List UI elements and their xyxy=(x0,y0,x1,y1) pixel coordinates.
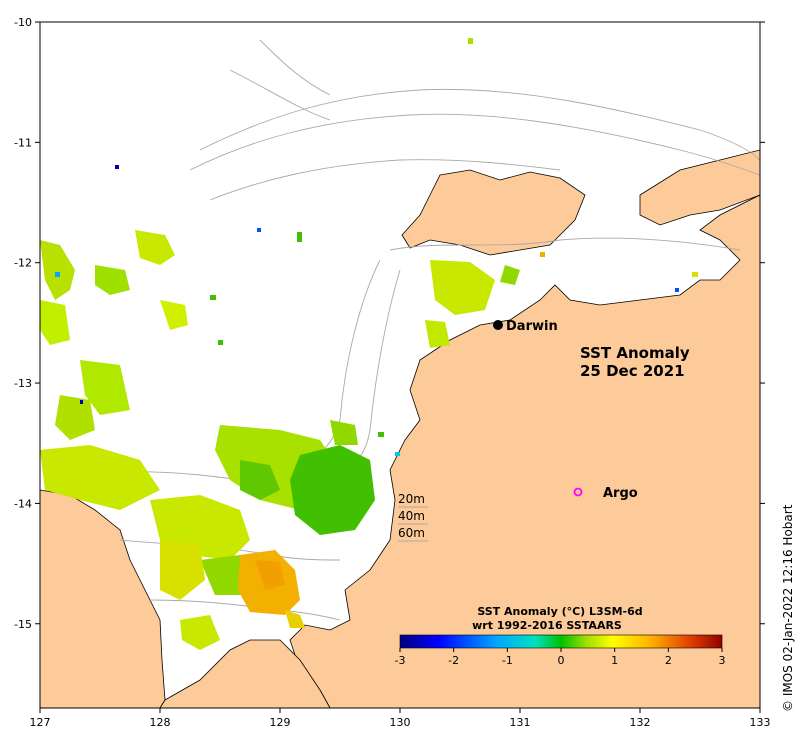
argo-label: Argo xyxy=(603,486,638,501)
contour-label-60m: 60m xyxy=(398,526,425,540)
sst-data-patches xyxy=(40,230,520,650)
land-cobourg xyxy=(639,149,760,226)
lon-tick-label: 129 xyxy=(270,716,291,729)
darwin-marker xyxy=(493,320,503,330)
contour-label-40m: 40m xyxy=(398,509,425,523)
land-mainland xyxy=(289,194,760,708)
colorbar-tick-label: -1 xyxy=(502,654,513,667)
colorbar-scale xyxy=(399,634,723,649)
longitude-axis: 127 128 129 130 131 132 133 xyxy=(30,708,771,729)
contour-label-20m: 20m xyxy=(398,492,425,506)
map-date: 25 Dec 2021 xyxy=(580,362,685,380)
lon-tick-label: 133 xyxy=(750,716,771,729)
lat-tick-label: -15 xyxy=(14,618,32,631)
land-tiwi-islands xyxy=(401,169,586,256)
contour-legend: 20m 40m 60m xyxy=(398,492,428,542)
latitude-axis: -10 -11 -12 -13 -14 -15 xyxy=(14,16,765,631)
colorbar-ticks: -3 -2 -1 0 1 2 3 xyxy=(395,648,726,667)
lat-tick-label: -12 xyxy=(14,257,32,270)
land-southwest xyxy=(40,489,166,708)
map-title: SST Anomaly xyxy=(580,344,690,362)
argo-marker xyxy=(573,487,583,497)
lon-tick-label: 131 xyxy=(510,716,531,729)
lat-tick-label: -14 xyxy=(14,497,32,510)
imos-credit: © IMOS 02-Jan-2022 12:16 Hobart xyxy=(781,504,795,712)
lat-tick-label: -13 xyxy=(14,377,32,390)
colorbar-tick-label: -3 xyxy=(395,654,406,667)
lon-tick-label: 128 xyxy=(150,716,171,729)
colorbar-title: SST Anomaly (°C) L3SM-6d xyxy=(477,605,642,618)
colorbar-tick-label: 0 xyxy=(558,654,565,667)
colorbar-tick-label: 2 xyxy=(665,654,672,667)
lon-tick-label: 132 xyxy=(630,716,651,729)
colorbar-tick-label: 1 xyxy=(611,654,618,667)
colorbar: SST Anomaly (°C) L3SM-6d wrt 1992-2016 S… xyxy=(395,605,726,667)
lat-tick-label: -11 xyxy=(14,136,32,149)
lon-tick-label: 130 xyxy=(390,716,411,729)
colorbar-tick-label: -2 xyxy=(448,654,459,667)
lon-tick-label: 127 xyxy=(30,716,51,729)
sst-scatter-pixels xyxy=(55,38,698,456)
darwin-label: Darwin xyxy=(506,319,558,334)
lat-tick-label: -10 xyxy=(14,16,32,29)
land-south-coast xyxy=(159,639,331,708)
colorbar-subtitle: wrt 1992-2016 SSTAARS xyxy=(472,619,622,632)
colorbar-tick-label: 3 xyxy=(719,654,726,667)
